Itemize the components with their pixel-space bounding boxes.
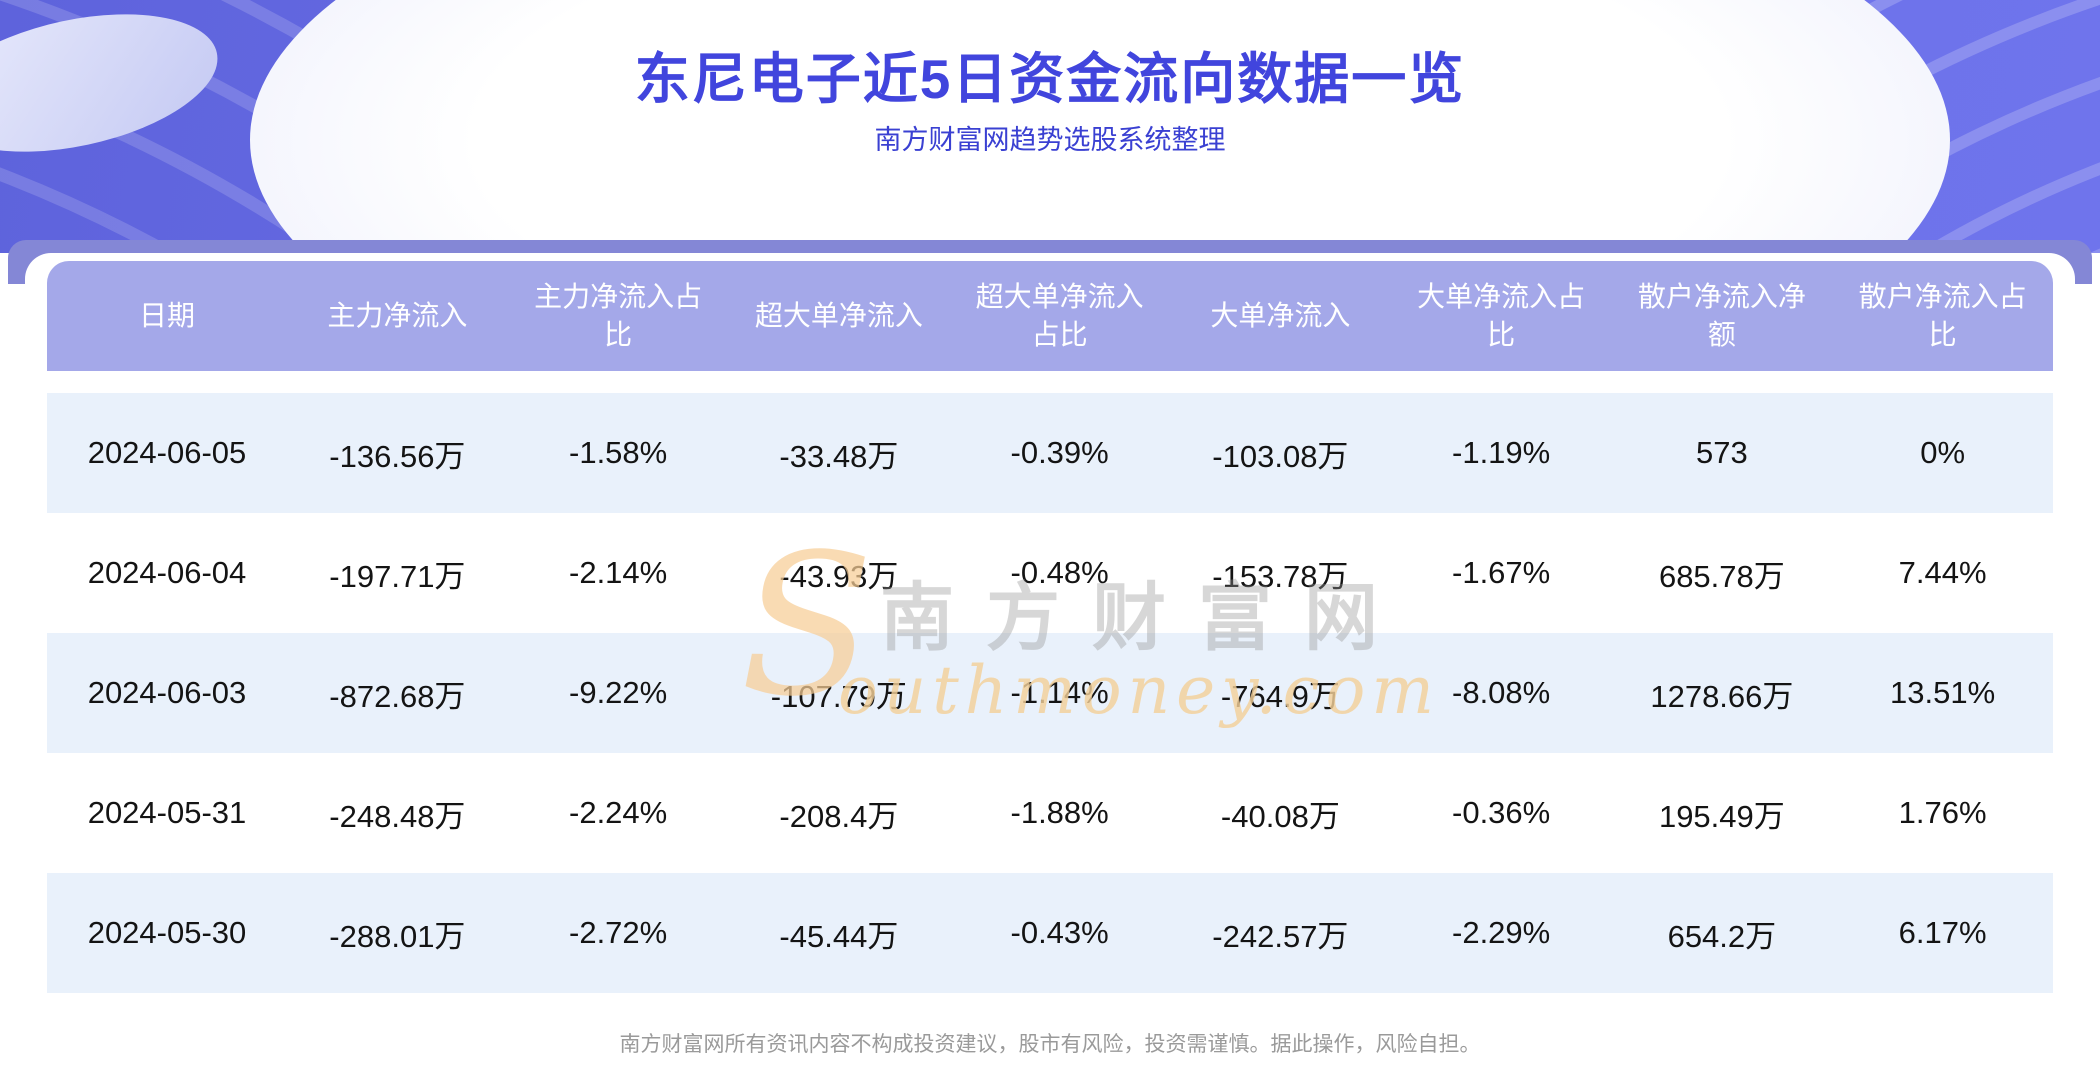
- footer-disclaimer: 南方财富网所有资讯内容不构成投资建议，股市有风险，投资需谨慎。据此操作，风险自担…: [619, 1033, 1481, 1056]
- table-cell: -136.56万: [287, 393, 508, 513]
- table-cell: 2024-05-31: [47, 753, 287, 873]
- table-cell: -43.93万: [728, 513, 950, 633]
- table-cell: 1.76%: [1832, 753, 2053, 873]
- table-body: 2024-06-05 -136.56万 -1.58% -33.48万 -0.39% -10…: [47, 371, 2053, 993]
- table-cell: -103.08万: [1170, 393, 1391, 513]
- table-cell: 2024-06-05: [47, 393, 287, 513]
- table-head: 日期 主力净流入 主力净流入占比 超大单净流入 超大单净流入占比 大单净流入 大单净流入占比…: [47, 261, 2053, 371]
- table-cell: -33.48万: [728, 393, 950, 513]
- table-cell: -45.44万: [728, 873, 950, 993]
- table-cell: -1.67%: [1390, 513, 1612, 633]
- data-table: 日期 主力净流入 主力净流入占比 超大单净流入 超大单净流入占比 大单净流入 大单净流入占比…: [47, 261, 2053, 993]
- table-row: 2024-06-03 -872.68万 -9.22% -107.79万 -1.14% -7…: [47, 633, 2053, 753]
- table-cell: 2024-05-30: [47, 873, 287, 993]
- table-cell: -153.78万: [1170, 513, 1391, 633]
- table-cell: -1.14%: [949, 633, 1170, 753]
- table-cell: -2.29%: [1390, 873, 1612, 993]
- table-cell: -1.58%: [507, 393, 729, 513]
- column-header: 主力净流入: [287, 261, 508, 371]
- table-cell: -0.39%: [949, 393, 1170, 513]
- table-row: 2024-05-30 -288.01万 -2.72% -45.44万 -0.43% -24…: [47, 873, 2053, 993]
- column-header: 日期: [47, 261, 287, 371]
- table-cell: -0.36%: [1390, 753, 1612, 873]
- table-cell: -242.57万: [1170, 873, 1391, 993]
- column-header: 主力净流入占比: [507, 261, 729, 371]
- table-cell: -8.08%: [1390, 633, 1612, 753]
- column-header: 散户净流入占比: [1832, 261, 2053, 371]
- table-cell: 1278.66万: [1611, 633, 1833, 753]
- column-header: 大单净流入: [1170, 261, 1391, 371]
- table-cell: 0%: [1832, 393, 2053, 513]
- table-cell: 685.78万: [1611, 513, 1833, 633]
- table-cell: -248.48万: [287, 753, 508, 873]
- column-header: 超大单净流入: [728, 261, 950, 371]
- table-cell: -40.08万: [1170, 753, 1391, 873]
- table-row: 2024-06-04 -197.71万 -2.14% -43.93万 -0.48% -15…: [47, 513, 2053, 633]
- table-cell: -288.01万: [287, 873, 508, 993]
- table-cell: -2.24%: [507, 753, 729, 873]
- table-cell: -2.72%: [507, 873, 729, 993]
- table-cell: 573: [1611, 393, 1833, 513]
- table-cell: 654.2万: [1611, 873, 1833, 993]
- banner-white-blob-decoration: [250, 0, 1950, 253]
- table-cell: -0.43%: [949, 873, 1170, 993]
- table-cell: -764.9万: [1170, 633, 1391, 753]
- table-cell: -208.4万: [728, 753, 950, 873]
- table-cell: -872.68万: [287, 633, 508, 753]
- column-header: 超大单净流入占比: [949, 261, 1170, 371]
- table-cell: 195.49万: [1611, 753, 1833, 873]
- page-title: 东尼电子近5日资金流向数据一览: [634, 48, 1466, 110]
- table-cell: -9.22%: [507, 633, 729, 753]
- table-row: 2024-06-05 -136.56万 -1.58% -33.48万 -0.39% -10…: [47, 393, 2053, 513]
- banner: 东尼电子近5日资金流向数据一览 南方财富网趋势选股系统整理: [0, 0, 2100, 253]
- header-gap-row: [47, 371, 2053, 393]
- column-header: 大单净流入占比: [1390, 261, 1612, 371]
- table-cell: -197.71万: [287, 513, 508, 633]
- table-row: 2024-05-31 -248.48万 -2.24% -208.4万 -1.88% -40…: [47, 753, 2053, 873]
- table-card: 日期 主力净流入 主力净流入占比 超大单净流入 超大单净流入占比 大单净流入 大单净流入占比…: [25, 253, 2075, 1019]
- table-cell: -2.14%: [507, 513, 729, 633]
- table-header-row: 日期 主力净流入 主力净流入占比 超大单净流入 超大单净流入占比 大单净流入 大单净流入占比…: [47, 261, 2053, 371]
- table-cell: 2024-06-04: [47, 513, 287, 633]
- table-cell: 2024-06-03: [47, 633, 287, 753]
- table-cell: 7.44%: [1832, 513, 2053, 633]
- table-cell: -1.88%: [949, 753, 1170, 873]
- table-cell: 6.17%: [1832, 873, 2053, 993]
- column-header: 散户净流入净额: [1611, 261, 1833, 371]
- page-subtitle: 南方财富网趋势选股系统整理: [874, 125, 1226, 155]
- table-cell: -107.79万: [728, 633, 950, 753]
- table-cell: 13.51%: [1832, 633, 2053, 753]
- table-cell: -1.19%: [1390, 393, 1612, 513]
- table-cell: -0.48%: [949, 513, 1170, 633]
